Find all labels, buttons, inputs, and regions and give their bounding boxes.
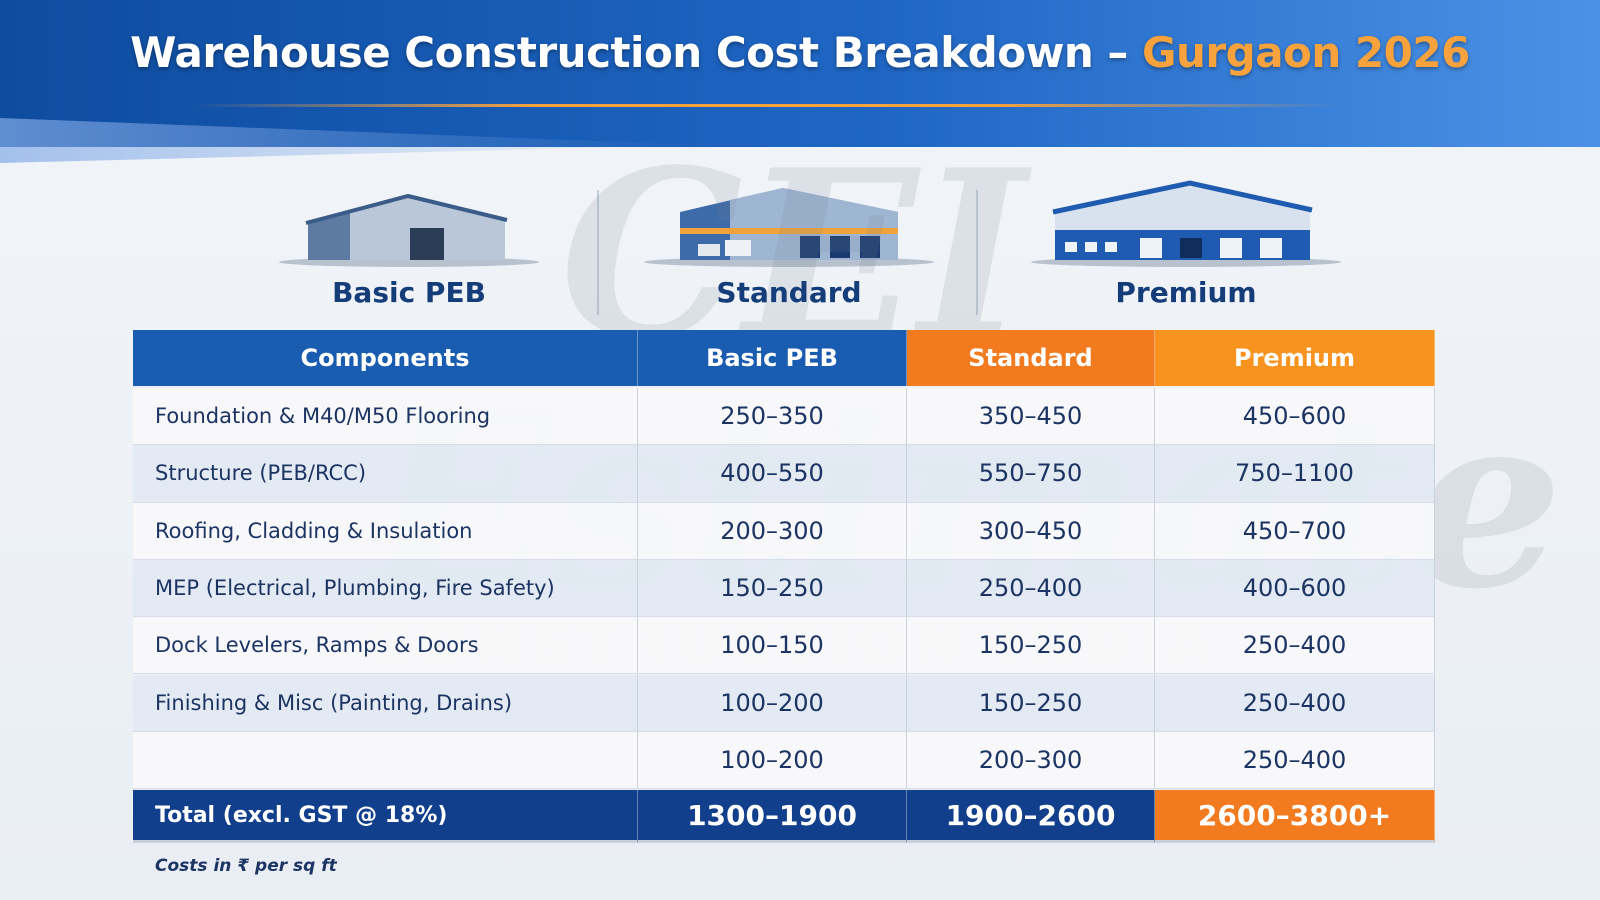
cost-cell: 350–450: [907, 388, 1155, 446]
cost-cell: 100–200: [638, 731, 907, 790]
title-rule: [190, 104, 1340, 107]
total-cell: 1900–2600: [907, 790, 1155, 844]
cost-cell: 150–250: [907, 674, 1155, 732]
component-cell: MEP (Electrical, Plumbing, Fire Safety): [133, 559, 638, 618]
total-label: Total (excl. GST @ 18%): [133, 790, 638, 844]
column-header: Standard: [907, 330, 1155, 386]
cost-cell: 250–400: [1155, 674, 1435, 732]
component-cell: [133, 731, 638, 790]
title: Warehouse Construction Cost Breakdown – …: [0, 28, 1600, 77]
component-cell: Finishing & Misc (Painting, Drains): [133, 674, 638, 732]
component-cell: Structure (PEB/RCC): [133, 445, 638, 503]
tier-label: Premium: [1115, 276, 1257, 309]
cost-cell: 150–250: [907, 617, 1155, 675]
cost-cell: 450–600: [1155, 388, 1435, 446]
title-highlight: Gurgaon 2026: [1142, 28, 1470, 77]
tier-label: Standard: [716, 276, 862, 309]
cost-cell: 550–750: [907, 445, 1155, 503]
column-header: Components: [133, 330, 638, 386]
premium-icon: [1031, 180, 1341, 267]
cost-cell: 250–400: [907, 559, 1155, 618]
cost-cell: 250–400: [1155, 731, 1435, 790]
footnote: Costs in ₹ per sq ft: [155, 856, 337, 877]
cost-cell: 200–300: [907, 731, 1155, 790]
column-header: Premium: [1155, 330, 1435, 386]
cost-cell: 750–1100: [1155, 445, 1435, 503]
cost-cell: 250–400: [1155, 617, 1435, 675]
component-cell: Roofing, Cladding & Insulation: [133, 502, 638, 560]
cost-cell: 100–200: [638, 674, 907, 732]
component-cell: Foundation & M40/M50 Flooring: [133, 388, 638, 446]
cost-cell: 300–450: [907, 502, 1155, 560]
cost-cell: 450–700: [1155, 502, 1435, 560]
header-band: [0, 0, 1600, 147]
tier-label: Basic PEB: [332, 276, 486, 309]
cost-cell: 150–250: [638, 559, 907, 618]
component-cell: Dock Levelers, Ramps & Doors: [133, 617, 638, 675]
title-text: Warehouse Construction Cost Breakdown –: [130, 28, 1128, 77]
icons: [279, 180, 1341, 315]
basic-icon: [279, 193, 539, 267]
standard-icon: [644, 188, 934, 267]
cost-cell: 100–150: [638, 617, 907, 675]
cost-cell: 400–550: [638, 445, 907, 503]
cost-cell: 250–350: [638, 388, 907, 446]
cost-cell: 400–600: [1155, 559, 1435, 618]
total-cell: 2600–3800+: [1155, 790, 1435, 844]
column-header: Basic PEB: [638, 330, 907, 386]
cost-cell: 200–300: [638, 502, 907, 560]
total-cell: 1300–1900: [638, 790, 907, 844]
